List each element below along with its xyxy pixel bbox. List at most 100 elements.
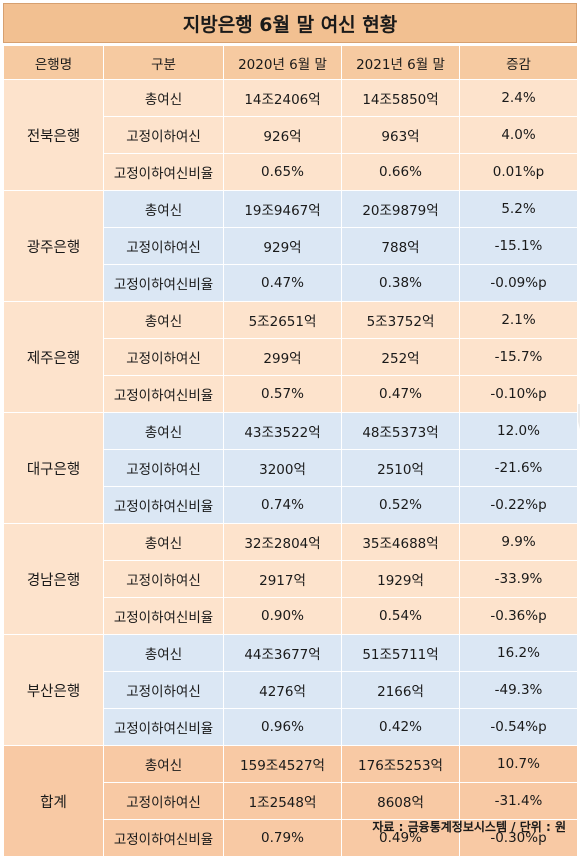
table-row: 고정이하여신비율 0.96% 0.42% -0.54%p [4, 708, 578, 746]
table-row: 광주은행 총여신 19조9467억 20조9879억 5.2% [3, 190, 578, 302]
row-label: 고정이하여신 [103, 560, 224, 598]
cell-y2020: 14조2406억 [223, 79, 342, 117]
cell-y2020: 32조2804억 [223, 523, 342, 561]
header-2020: 2020년 6월 말 [223, 45, 342, 80]
header-2021: 2021년 6월 말 [341, 45, 460, 80]
cell-y2020: 19조9467억 [223, 190, 342, 228]
header-category: 구분 [103, 45, 224, 80]
table-row: 부산은행 총여신 44조3677억 51조5711억 16.2% [3, 634, 578, 746]
cell-y2021: 1929억 [341, 560, 460, 598]
cell-change: 2.1% [459, 301, 578, 339]
row-label: 총여신 [103, 745, 224, 783]
row-label: 총여신 [103, 301, 224, 339]
table-row: 고정이하여신 3200억 2510억 -21.6% [4, 449, 578, 487]
table-title: 지방은행 6월 말 여신 현황 [3, 3, 577, 43]
cell-y2021: 14조5850억 [341, 79, 460, 117]
cell-change: -49.3% [459, 671, 578, 709]
cell-y2021: 5조3752억 [341, 301, 460, 339]
bank-name: 광주은행 [3, 190, 104, 302]
cell-y2020: 0.65% [223, 153, 342, 191]
cell-change: -15.1% [459, 227, 578, 265]
cell-change: -0.10%p [459, 375, 578, 413]
cell-change: 2.4% [459, 79, 578, 117]
cell-y2021: 0.54% [341, 597, 460, 635]
cell-y2020: 2917억 [223, 560, 342, 598]
cell-change: -0.54%p [459, 708, 578, 746]
table-row: 고정이하여신비율 0.90% 0.54% -0.36%p [4, 597, 578, 635]
cell-change: 9.9% [459, 523, 578, 561]
cell-change: 5.2% [459, 190, 578, 228]
bank-name: 대구은행 [3, 412, 104, 524]
cell-change: -0.22%p [459, 486, 578, 524]
cell-y2021: 963억 [341, 116, 460, 154]
cell-change: -31.4% [459, 782, 578, 820]
cell-y2021: 176조5253억 [341, 745, 460, 783]
cell-y2021: 0.66% [341, 153, 460, 191]
bank-name: 합계 [3, 745, 104, 857]
cell-y2020: 929억 [223, 227, 342, 265]
row-label: 고정이하여신 [103, 449, 224, 487]
row-label: 총여신 [103, 412, 224, 450]
row-label: 고정이하여신비율 [103, 708, 224, 746]
cell-y2021: 2166억 [341, 671, 460, 709]
table-row: 제주은행 총여신 5조2651억 5조3752억 2.1% [3, 301, 578, 413]
row-label: 총여신 [103, 634, 224, 672]
table-row: 고정이하여신 926억 963억 4.0% [4, 116, 578, 154]
bank-name: 경남은행 [3, 523, 104, 635]
row-label: 고정이하여신 [103, 338, 224, 376]
table-row: 고정이하여신비율 0.47% 0.38% -0.09%p [4, 264, 578, 302]
cell-y2020: 0.57% [223, 375, 342, 413]
row-label: 고정이하여신 [103, 671, 224, 709]
cell-y2021: 8608억 [341, 782, 460, 820]
cell-change: 16.2% [459, 634, 578, 672]
table-row: 경남은행 총여신 32조2804억 35조4688억 9.9% [3, 523, 578, 635]
cell-y2020: 5조2651억 [223, 301, 342, 339]
table-row: 고정이하여신비율 0.74% 0.52% -0.22%p [4, 486, 578, 524]
bank-name: 부산은행 [3, 634, 104, 746]
row-label: 고정이하여신비율 [103, 375, 224, 413]
cell-change: -0.36%p [459, 597, 578, 635]
table-row: 전북은행 총여신 14조2406억 14조5850억 2.4% [3, 79, 578, 191]
cell-y2020: 1조2548억 [223, 782, 342, 820]
header-row: 은행명 구분 2020년 6월 말 2021년 6월 말 증감 [3, 45, 578, 80]
cell-y2020: 299억 [223, 338, 342, 376]
cell-y2020: 0.96% [223, 708, 342, 746]
cell-change: -21.6% [459, 449, 578, 487]
cell-y2021: 35조4688억 [341, 523, 460, 561]
table-row: 고정이하여신비율 0.65% 0.66% 0.01%p [4, 153, 578, 191]
cell-y2020: 159조4527억 [223, 745, 342, 783]
cell-y2021: 252억 [341, 338, 460, 376]
cell-y2020: 0.90% [223, 597, 342, 635]
row-label: 고정이하여신 [103, 116, 224, 154]
table-row: 고정이하여신비율 0.57% 0.47% -0.10%p [4, 375, 578, 413]
cell-y2021: 48조5373억 [341, 412, 460, 450]
cell-y2021: 788억 [341, 227, 460, 265]
table-row: 고정이하여신 929억 788억 -15.1% [4, 227, 578, 265]
loan-status-table: 은행명 구분 2020년 6월 말 2021년 6월 말 증감 전북은행 총여신 1… [3, 45, 578, 857]
cell-change: 10.7% [459, 745, 578, 783]
cell-y2020: 3200억 [223, 449, 342, 487]
row-label: 고정이하여신비율 [103, 264, 224, 302]
row-label: 총여신 [103, 523, 224, 561]
cell-y2021: 2510억 [341, 449, 460, 487]
cell-y2020: 0.79% [223, 819, 342, 857]
cell-change: -15.7% [459, 338, 578, 376]
cell-change: -33.9% [459, 560, 578, 598]
cell-y2021: 0.52% [341, 486, 460, 524]
cell-change: -0.09%p [459, 264, 578, 302]
cell-y2020: 0.47% [223, 264, 342, 302]
table-body: 전북은행 총여신 14조2406억 14조5850억 2.4% 고정이하여신 926억 963… [3, 79, 578, 857]
header-change: 증감 [459, 45, 578, 80]
cell-change: 0.01%p [459, 153, 578, 191]
row-label: 고정이하여신 [103, 782, 224, 820]
cell-y2021: 0.38% [341, 264, 460, 302]
bank-name: 전북은행 [3, 79, 104, 191]
table-row: 고정이하여신 1조2548억 8608억 -31.4% [4, 782, 578, 820]
table-row: 고정이하여신 299억 252억 -15.7% [4, 338, 578, 376]
row-label: 고정이하여신비율 [103, 597, 224, 635]
cell-y2020: 926억 [223, 116, 342, 154]
table-row: 합계 총여신 159조4527억 176조5253억 10.7% [3, 745, 578, 857]
row-label: 고정이하여신비율 [103, 486, 224, 524]
cell-y2021: 0.42% [341, 708, 460, 746]
cell-y2020: 44조3677억 [223, 634, 342, 672]
